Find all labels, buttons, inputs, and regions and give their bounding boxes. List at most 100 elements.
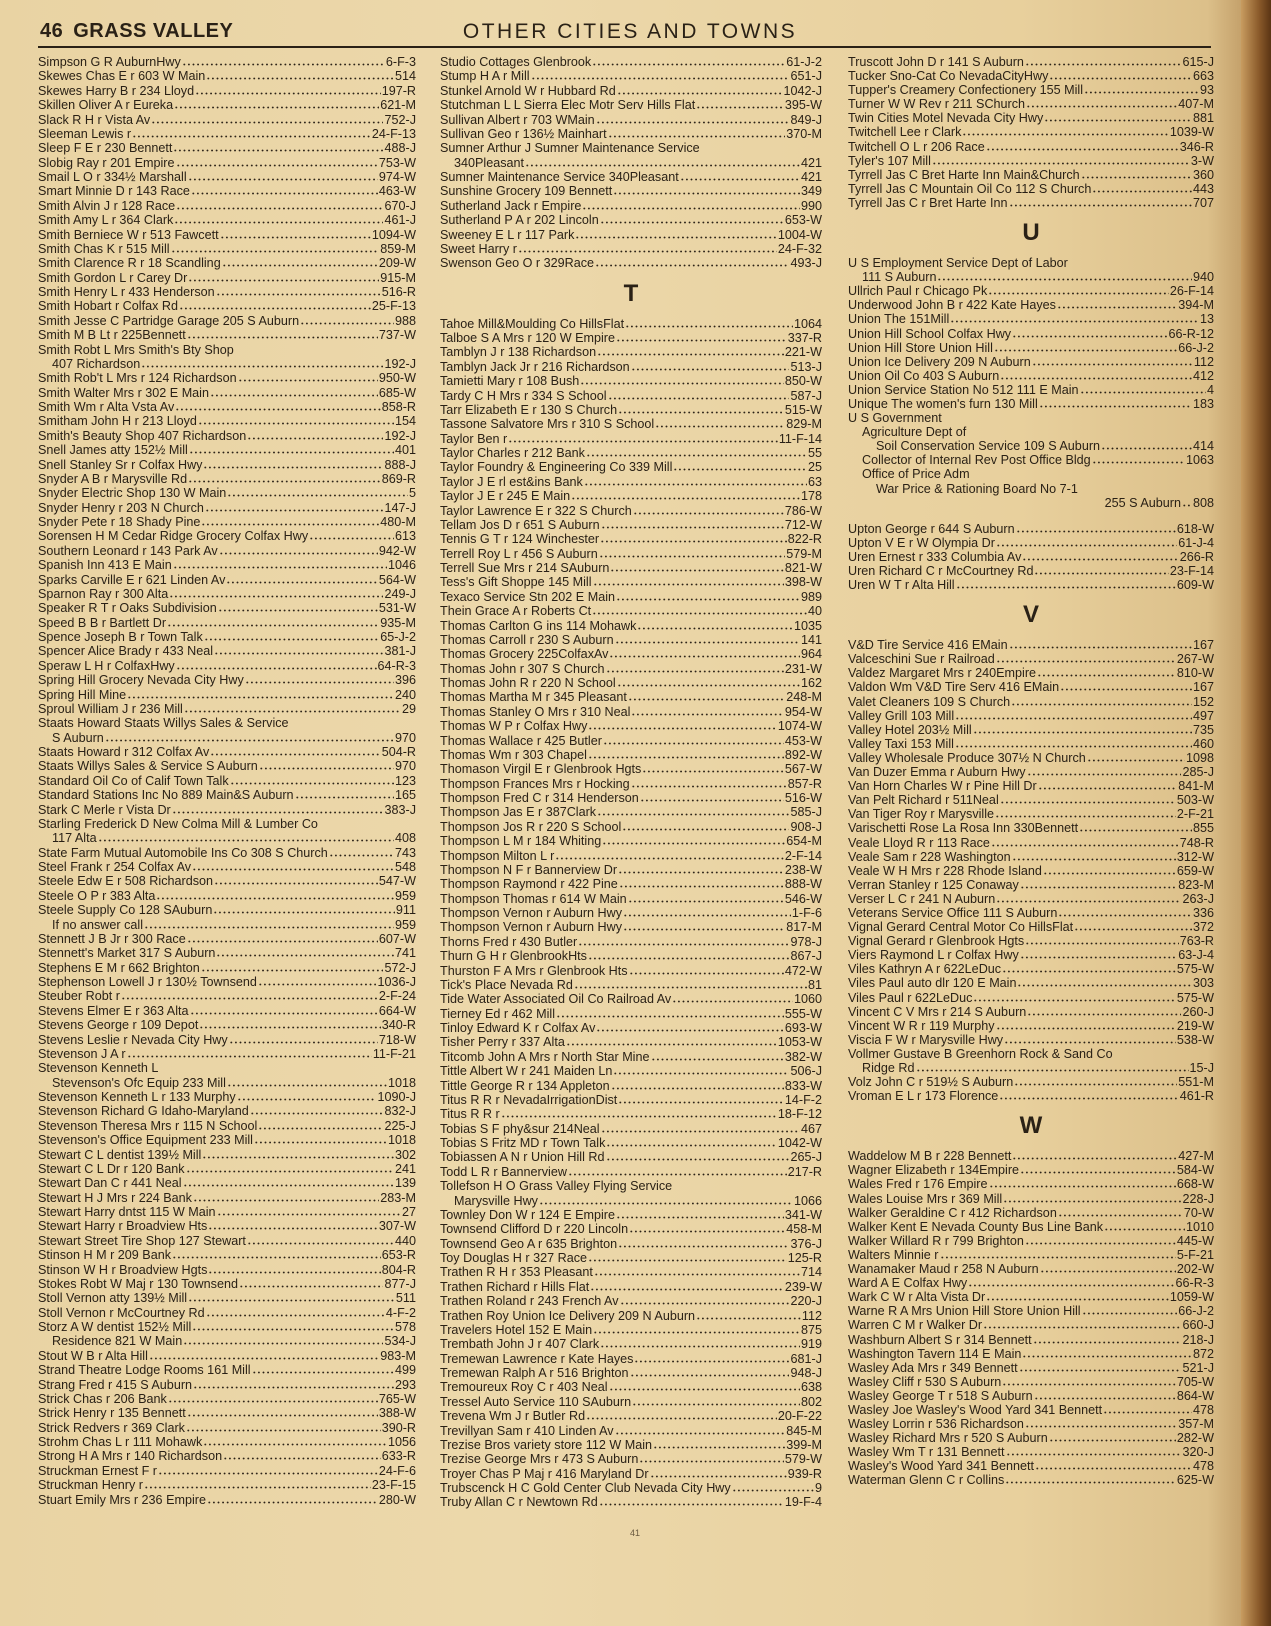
dot-leader [214, 875, 378, 886]
spacer [848, 510, 1214, 522]
dot-leader [1020, 1164, 1176, 1175]
listing-entry: Spanish Inn 413 E Main 1046 [38, 558, 416, 572]
dot-leader [208, 1220, 378, 1231]
phone-number: 280-W [378, 1492, 416, 1507]
listing-name: Snyder A B r Marysville Rd [38, 471, 188, 486]
listing-entry: Stuart Emily Mrs r 236 Empire 280-W [38, 1493, 416, 1507]
dot-leader [1058, 906, 1192, 917]
listing-name: Wasley Lorrin r 536 Richardson [848, 1417, 1024, 1432]
phone-number: 421 [800, 170, 822, 184]
dot-leader [592, 56, 786, 66]
dot-leader [954, 737, 1192, 748]
listing-name: Slobig Ray r 201 Empire [38, 155, 175, 170]
dot-leader [1049, 70, 1192, 81]
phone-number: 267-W [1176, 652, 1214, 667]
dot-leader [731, 1482, 814, 1492]
phone-number: 685-W [378, 385, 416, 400]
dot-leader [126, 1047, 372, 1058]
phone-number: 504-R [381, 745, 416, 759]
listing-entry: Tellam Jos D r 651 S Auburn 712-W [440, 518, 822, 532]
listing-name: Spence Joseph B r Town Talk [38, 630, 203, 644]
listing-name: Snyder Pete r 18 Shady Pine [38, 515, 201, 529]
listing-entry: Strick Redvers r 369 Clark 390-R [38, 1421, 416, 1435]
listing-name: Trembath John J r 407 Clark [440, 1337, 600, 1352]
dot-leader [995, 1019, 1176, 1030]
phone-number: 845-M [786, 1423, 822, 1438]
phone-number: 499 [394, 1363, 416, 1378]
listing-name: Strang Fred r 415 S Auburn [38, 1377, 193, 1392]
phone-number: 112 [1193, 354, 1214, 369]
dot-leader [618, 878, 784, 889]
phone-number: 4-F-2 [385, 1305, 416, 1320]
listing-name: Truby Allan C r Newtown Rd [440, 1495, 598, 1510]
phone-number: 911 [395, 903, 416, 918]
listing-entry: Stewart Harry dntst 115 W Main 27 [38, 1205, 416, 1219]
listing-name: Smith Chas K r 515 Mill [38, 241, 170, 256]
listing-name: Vincent W R r 119 Murphy [848, 1018, 995, 1033]
listing-entry: Starling Frederick D New Colma Mill & Lu… [38, 817, 416, 831]
listing-name: Sutherland Jack r Empire [440, 198, 582, 213]
listing-name: Thompson Frances Mrs r Hocking [440, 776, 630, 791]
listing-entry: Sunshine Grocery 109 Bennett 349 [440, 184, 822, 198]
listing-name: Wasley Wm T r 131 Bennett [848, 1445, 1005, 1460]
dot-leader [167, 1392, 378, 1403]
phone-number: 1074-W [777, 719, 822, 734]
dot-leader [1017, 977, 1192, 988]
listing-name: Stewart Harry r Broadview Hts [38, 1219, 208, 1234]
dot-leader [642, 763, 784, 774]
listing-name: 407 Richardson [52, 356, 141, 371]
listing-entry: U S Government [848, 411, 1214, 425]
phone-number: 357-M [1178, 1417, 1214, 1432]
phone-number: 460 [1192, 736, 1214, 751]
listing-name: Stoll Vernon r McCourtney Rd [38, 1305, 205, 1320]
dot-leader [1003, 1192, 1182, 1203]
listing-entry: Valley Hotel 203½ Mill 735 [848, 723, 1214, 737]
dot-leader [192, 1191, 380, 1202]
listing-entry: Smith Alvin J r 128 Race 670-J [38, 199, 416, 213]
phone-number: 340-R [381, 1018, 416, 1033]
dot-leader [955, 709, 1192, 720]
section-letter: V [1022, 601, 1039, 629]
dot-leader [1044, 112, 1192, 123]
dot-leader [995, 536, 1178, 547]
phone-number: 681-J [790, 1351, 822, 1366]
listing-entry: Tamblyn J r 138 Richardson 221-W [440, 345, 822, 359]
listing-entry: Sutherland Jack r Empire 990 [440, 199, 822, 213]
dot-leader [597, 346, 784, 357]
phone-number: 25-F-13 [371, 299, 416, 314]
phone-number: 401 [394, 443, 416, 458]
phone-number: 877-J [384, 1276, 416, 1291]
listing-name: Uren W T r Alta Hill [848, 578, 955, 593]
listing-entry: Ullrich Paul r Chicago Pk 26-F-14 [848, 284, 1214, 298]
dot-leader [151, 113, 384, 124]
phone-number: 461-J [384, 213, 416, 228]
dot-leader [1002, 1375, 1176, 1386]
listing-name: Stump H A r Mill [440, 69, 530, 84]
listing-entry: Tremoureux Roy C r 403 Neal 638 [440, 1380, 822, 1394]
listing-entry: Twin Cities Motel Nevada City Hwy 881 [848, 111, 1214, 125]
listing-name: Marysville Hwy [454, 1193, 538, 1208]
dot-leader [606, 1137, 777, 1147]
dot-leader [607, 127, 786, 138]
phone-number: 3-W [1190, 153, 1214, 168]
listing-name: Union Ice Delivery 209 N Auburn [848, 354, 1031, 369]
listing-entry: Thomas Grocery 225ColfaxAv 964 [440, 647, 822, 661]
listing-entry: Tupper's Creamery Confectionery 155 Mill… [848, 83, 1214, 97]
dot-leader [226, 573, 378, 584]
phone-number: 125-R [787, 1251, 822, 1265]
dot-leader [188, 472, 381, 483]
phone-number: 480-M [380, 515, 416, 529]
listing-entry: Walters Minnie r 5-F-21 [848, 1248, 1214, 1262]
listing-name: Tremewan Lawrence r Kate Hayes [440, 1351, 634, 1366]
listing-name: Twitchell O L r 206 Race [848, 139, 985, 154]
phone-number: 983-M [380, 1348, 416, 1363]
listing-entry: Sparks Carville E r 621 Linden Av 564-W [38, 573, 416, 587]
phone-number: 707 [1192, 195, 1214, 210]
listing-entry: Office of Price Adm [848, 467, 1214, 481]
dot-leader [183, 702, 401, 713]
listing-name: Smith Amy L r 364 Clark [38, 213, 174, 228]
dot-leader [1005, 1446, 1182, 1457]
phone-number: 394-M [1178, 298, 1214, 313]
listing-name: Steele O P r 383 Alta [38, 888, 156, 903]
phone-number: 625-W [1176, 1473, 1214, 1488]
